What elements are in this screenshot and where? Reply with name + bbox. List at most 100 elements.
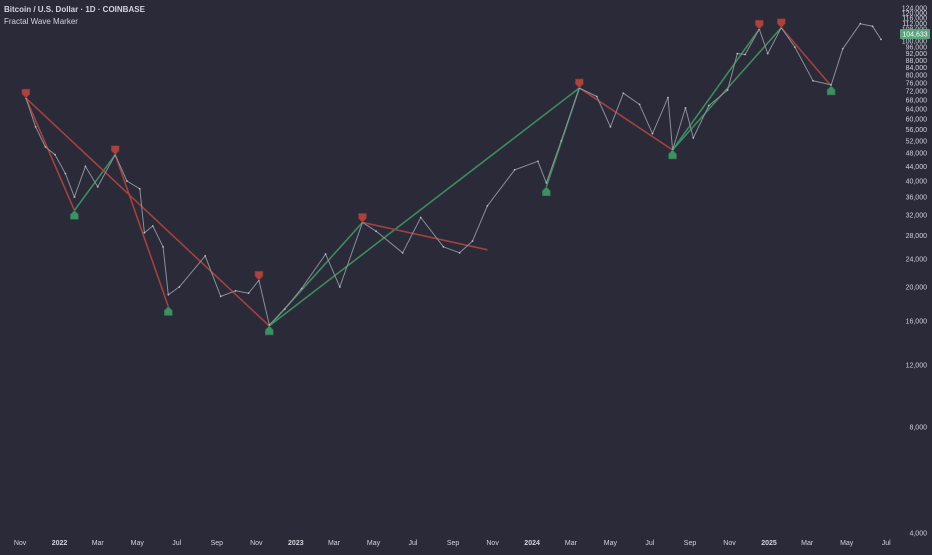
indicator-name[interactable]: Fractal Wave Marker: [4, 17, 78, 26]
time-tick-label: Sep: [211, 540, 224, 547]
price-tick-label: 64,000: [906, 107, 928, 114]
time-tick-label: Nov: [250, 540, 263, 547]
price-point: [794, 46, 796, 49]
time-tick-label: Mar: [801, 540, 814, 547]
price-point: [841, 47, 844, 50]
wave-line-down: [25, 97, 76, 211]
time-tick-label: Jul: [409, 540, 418, 547]
time-tick-label: Mar: [328, 540, 341, 547]
price-point: [34, 125, 37, 128]
time-tick-label: Sep: [447, 540, 460, 547]
time-tick-label: Sep: [684, 540, 697, 547]
price-point: [458, 251, 461, 254]
wave-lines: [25, 27, 832, 327]
fractal-low-marker[interactable]: [826, 85, 836, 96]
time-tick-label: May: [131, 540, 145, 547]
price-point: [54, 153, 56, 156]
price-tick-label: 4,000: [909, 531, 927, 538]
price-tick-label: 88,000: [906, 58, 928, 65]
price-point: [151, 225, 154, 227]
price-tick-label: 68,000: [906, 97, 928, 104]
price-point: [667, 96, 669, 99]
fractal-high-marker[interactable]: [254, 270, 264, 281]
time-tick-label: Mar: [565, 540, 578, 547]
price-point: [692, 137, 695, 139]
fractal-low-marker[interactable]: [668, 149, 677, 160]
price-tick-label: 48,000: [906, 151, 928, 158]
price-point: [247, 292, 250, 295]
price-tick-label: 52,000: [906, 138, 928, 145]
time-tick-label: 2025: [761, 540, 777, 547]
fractal-low-marker[interactable]: [542, 186, 551, 197]
symbol-title: Bitcoin / U.S. Dollar · 1D · COINBASE: [4, 5, 145, 14]
price-point: [812, 79, 814, 82]
fractal-low-marker[interactable]: [164, 306, 173, 316]
time-tick-label: May: [604, 540, 618, 547]
price-tick-label: 36,000: [906, 195, 928, 202]
wave-line-down: [114, 154, 170, 307]
time-tick-label: 2023: [288, 540, 304, 547]
fractal-low-marker[interactable]: [70, 209, 79, 220]
price-point: [96, 185, 99, 188]
price-point: [871, 25, 874, 28]
fractal-low-marker[interactable]: [264, 325, 274, 336]
fractal-high-marker[interactable]: [755, 19, 764, 30]
price-tick-label: 16,000: [906, 319, 928, 326]
price-point: [537, 160, 539, 163]
price-tick-label: 8,000: [909, 425, 927, 432]
price-point: [419, 216, 422, 219]
price-point: [560, 139, 563, 142]
fractal-high-marker[interactable]: [110, 145, 120, 156]
fractal-high-marker[interactable]: [21, 88, 31, 99]
price-point: [744, 53, 746, 56]
time-tick-label: Nov: [14, 540, 27, 547]
last-price-label: 104,633: [902, 31, 927, 38]
price-point: [545, 181, 548, 184]
price-point: [219, 295, 222, 298]
wave-line-down: [362, 221, 488, 251]
time-axis: Nov 2022 Mar May Jul Sep Nov 2023 Mar May Jul Sep No…: [14, 540, 891, 547]
fractal-high-marker[interactable]: [575, 78, 584, 89]
price-axis: 124,000120,000116,000112,000108,000104,0…: [900, 6, 930, 538]
price-tick-label: 80,000: [906, 73, 928, 80]
price-point: [143, 231, 146, 234]
price-point: [880, 38, 882, 41]
time-tick-label: Nov: [723, 540, 736, 547]
price-point: [324, 253, 327, 255]
price-series: [24, 22, 882, 326]
fractal-high-marker[interactable]: [358, 213, 367, 223]
time-tick-label: 2022: [52, 540, 68, 547]
price-tick-label: 96,000: [906, 45, 928, 52]
price-tick-label: 120,000: [902, 11, 927, 18]
price-point: [707, 104, 710, 107]
price-point: [234, 289, 237, 292]
price-point: [375, 230, 377, 233]
price-point: [609, 125, 612, 128]
price-point: [830, 83, 833, 86]
price-tick-label: 84,000: [906, 65, 928, 72]
wave-line-down: [25, 97, 270, 327]
price-tick-label: 24,000: [906, 257, 928, 264]
price-point: [736, 52, 739, 55]
price-point: [167, 293, 170, 296]
price-point: [766, 52, 769, 55]
chart-header: Bitcoin / U.S. Dollar · 1D · COINBASE Fr…: [4, 4, 145, 28]
price-point: [338, 286, 341, 288]
price-point: [684, 107, 687, 109]
price-point: [513, 169, 516, 171]
price-point: [125, 180, 128, 182]
time-tick-label: Jul: [882, 540, 891, 547]
price-tick-label: 56,000: [906, 127, 928, 134]
price-tick-label: 44,000: [906, 164, 928, 171]
price-point: [471, 240, 474, 242]
time-tick-label: May: [367, 540, 381, 547]
price-point: [726, 89, 729, 91]
time-tick-label: Mar: [92, 540, 105, 547]
fractal-high-marker[interactable]: [777, 18, 786, 29]
price-tick-label: 12,000: [906, 363, 928, 370]
price-point: [300, 287, 303, 290]
price-tick-label: 116,000: [902, 16, 927, 23]
price-tick-label: 20,000: [906, 284, 928, 291]
